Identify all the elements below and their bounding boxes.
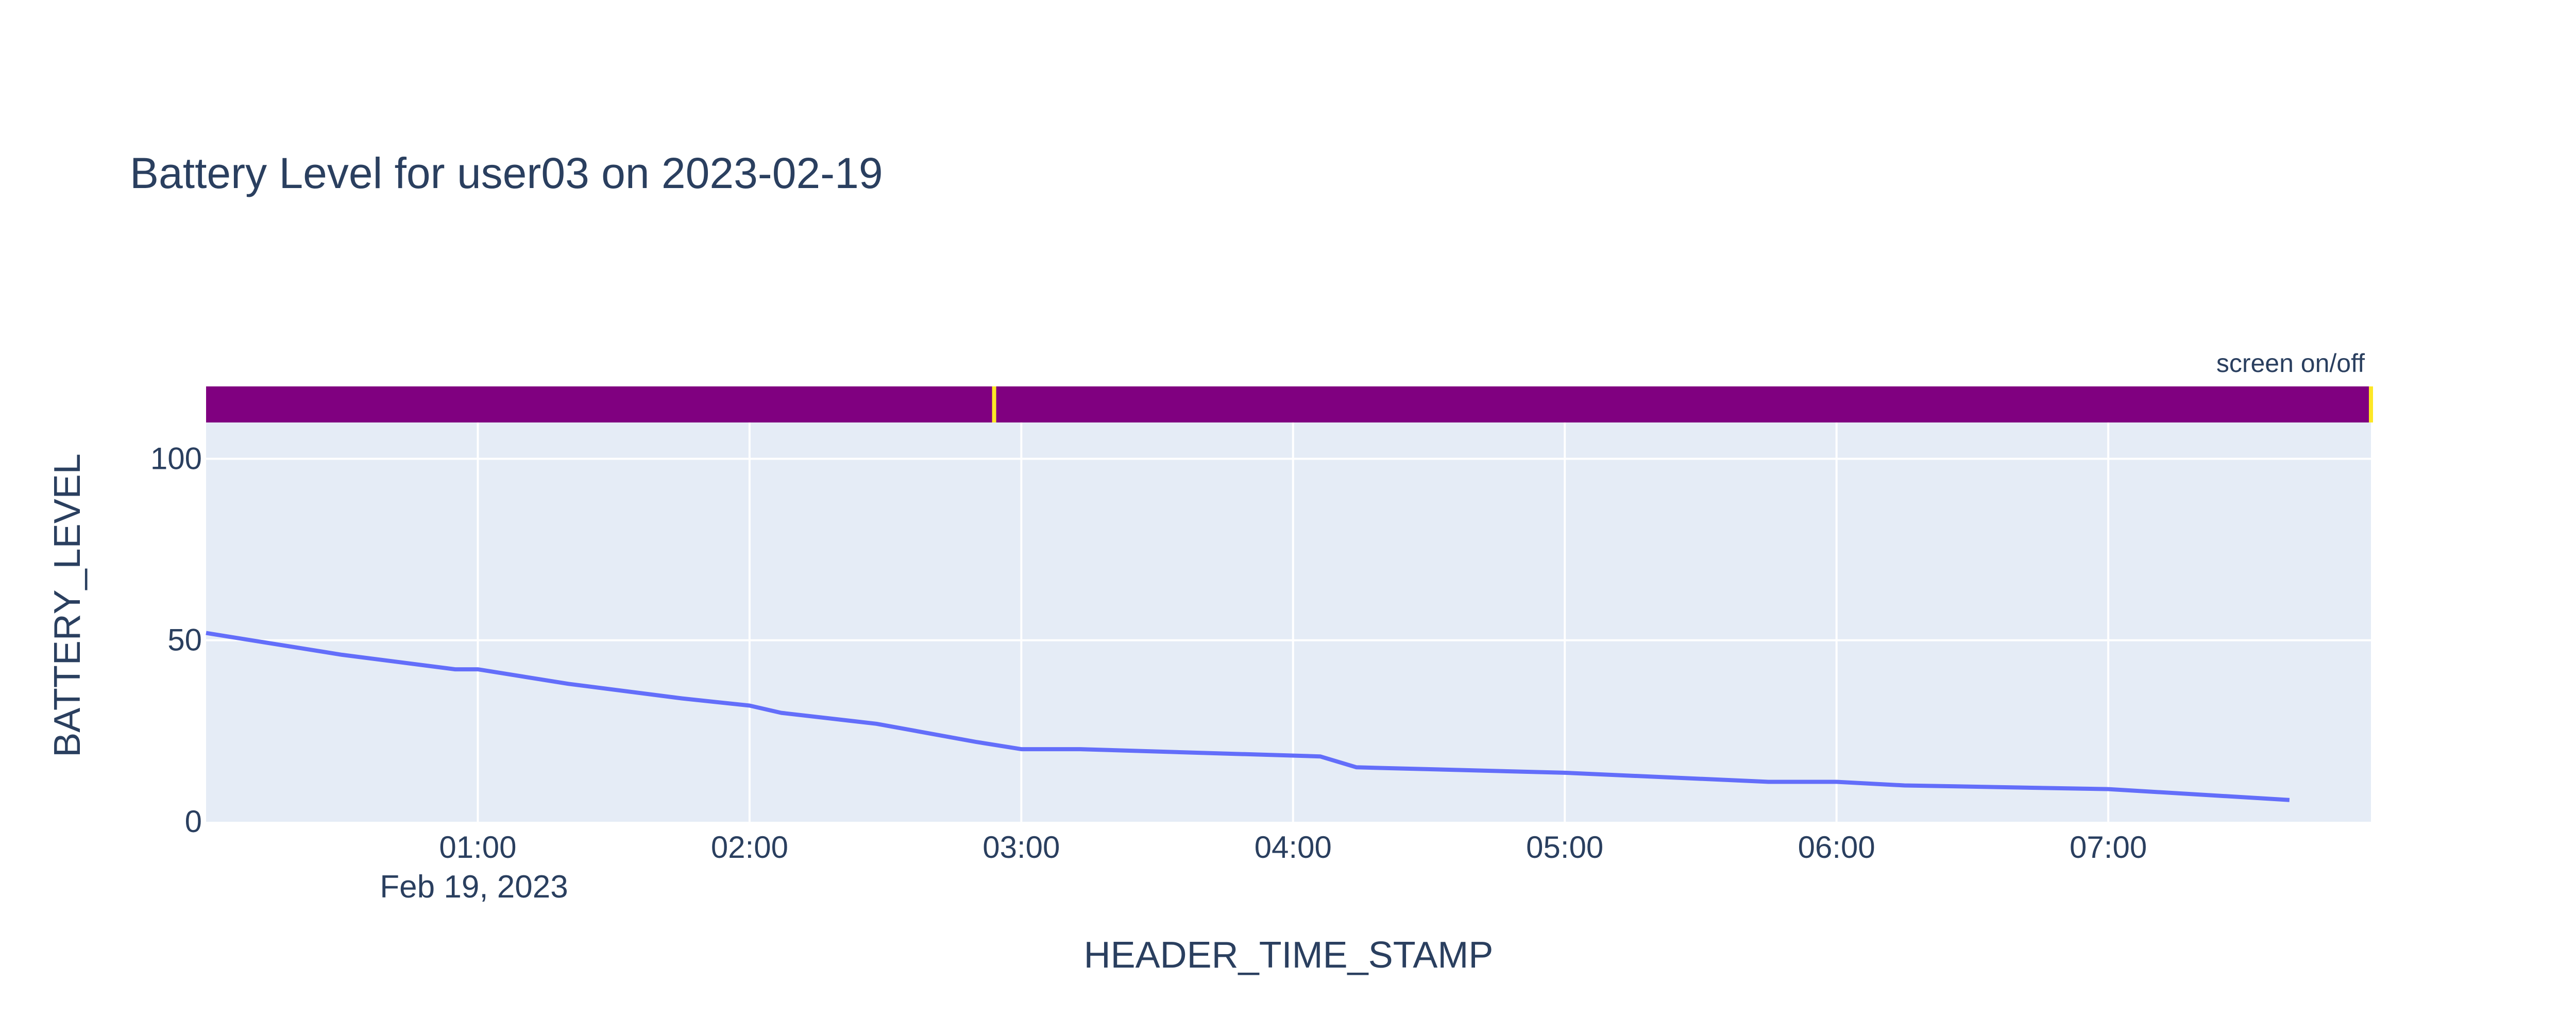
x-tick-label: 04:00 bbox=[1255, 830, 1332, 865]
x-tick-label: 02:00 bbox=[711, 830, 788, 865]
x-date-label: Feb 19, 2023 bbox=[380, 869, 568, 905]
x-tick-label: 06:00 bbox=[1798, 830, 1875, 865]
y-tick-labels: 0 50 100 bbox=[150, 441, 202, 839]
series-layer bbox=[206, 631, 2290, 802]
event-bar-label: screen on/off bbox=[2216, 349, 2365, 378]
x-axis-title: HEADER_TIME_STAMP bbox=[1084, 935, 1494, 976]
plot-background bbox=[206, 422, 2371, 822]
chart-title: Battery Level for user03 on 2023-02-19 bbox=[130, 149, 883, 197]
y-axis-title: BATTERY_LEVEL bbox=[47, 453, 88, 757]
event-bar-base bbox=[206, 386, 2371, 422]
gridlines bbox=[206, 422, 2371, 822]
x-tick-label: 03:00 bbox=[982, 830, 1060, 865]
screen-event-bar bbox=[206, 386, 2373, 422]
x-tick-label: 01:00 bbox=[439, 830, 516, 865]
screen-event-marker bbox=[992, 386, 996, 422]
y-tick-label: 100 bbox=[150, 441, 202, 476]
x-tick-label: 07:00 bbox=[2070, 830, 2147, 865]
battery-level-line bbox=[206, 631, 2290, 802]
screen-event-marker bbox=[2369, 386, 2373, 422]
x-tick-label: 05:00 bbox=[1526, 830, 1603, 865]
x-tick-labels: 01:00 02:00 03:00 04:00 05:00 06:00 07:00 bbox=[439, 830, 2147, 865]
y-tick-label: 50 bbox=[167, 623, 202, 657]
y-tick-label: 0 bbox=[185, 804, 202, 839]
